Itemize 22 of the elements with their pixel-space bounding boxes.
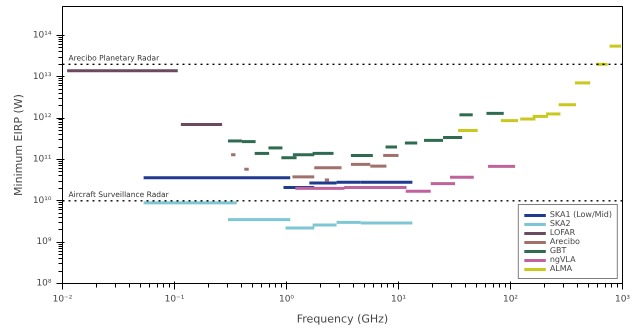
legend-label: Arecibo — [550, 237, 580, 246]
x-tick-label: 10² — [502, 294, 518, 304]
legend-label: SKA2 — [550, 219, 571, 228]
y-tick-label: 10⁹ — [36, 237, 52, 248]
y-tick-label: 10¹³ — [32, 72, 52, 82]
x-axis-title: Frequency (GHz) — [296, 312, 388, 326]
legend-label: ngVLA — [550, 255, 576, 264]
x-tick-label: 10⁰ — [278, 294, 294, 304]
legend-label: GBT — [550, 246, 568, 255]
legend-label: SKA1 (Low/Mid) — [550, 210, 612, 219]
legend-label: LOFAR — [550, 228, 576, 237]
legend-label: ALMA — [550, 264, 572, 273]
x-tick-label: 10³ — [614, 294, 630, 304]
y-tick-label: 10¹⁰ — [32, 196, 52, 206]
x-tick-label: 10¹ — [390, 294, 406, 304]
x-tick-label: 10⁻² — [52, 294, 73, 304]
y-axis-title: Minimum EIRP (W) — [12, 94, 25, 196]
x-tick-label: 10⁻¹ — [164, 294, 185, 304]
y-tick-label: 10¹⁴ — [32, 30, 52, 40]
y-tick-label: 10⁸ — [36, 278, 52, 288]
y-tick-label: 10¹² — [32, 113, 52, 124]
y-tick-label: 10¹¹ — [32, 154, 52, 164]
